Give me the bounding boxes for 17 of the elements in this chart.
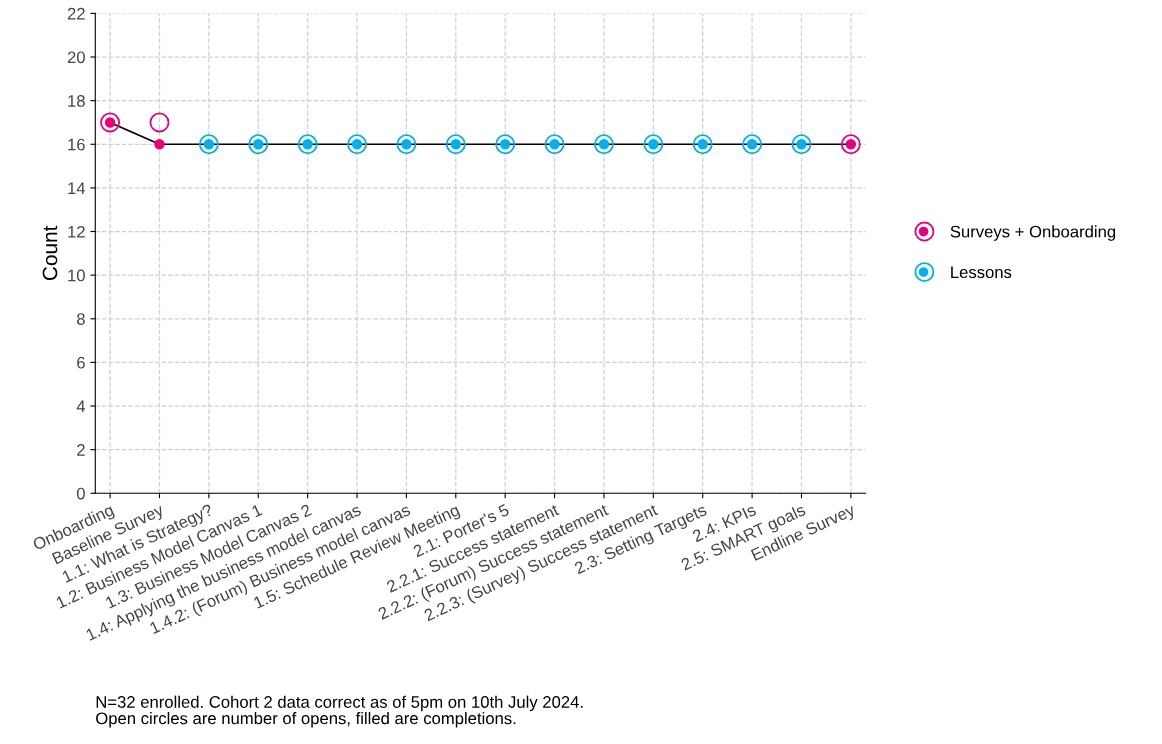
y-tick-label: 14 — [68, 182, 86, 194]
y-tick-label: 20 — [67, 51, 85, 64]
y-tick-label: 0 — [76, 487, 85, 500]
y-tick-label: 18 — [68, 95, 85, 107]
y-tick-label: 10 — [68, 269, 85, 282]
legend-label: Surveys + Onboarding — [950, 225, 1116, 241]
y-axis-title: Count — [42, 225, 58, 281]
y-tick-label: 6 — [77, 356, 85, 369]
text: Open circles are number of opens, filled are completions. — [96, 712, 516, 728]
y-tick-label: 12 — [68, 225, 85, 238]
legend-label: Lessons — [951, 266, 1012, 279]
y-tick-label: 4 — [76, 400, 86, 413]
y-tick-label: 2 — [77, 444, 85, 456]
text: N=32 enrolled. Cohort 2 data correct as of 5pm on 10th July 2024. — [96, 695, 583, 712]
y-tick-label: 8 — [77, 313, 85, 325]
y-tick-label: 16 — [68, 138, 85, 151]
y-tick-label: 22 — [67, 7, 85, 20]
